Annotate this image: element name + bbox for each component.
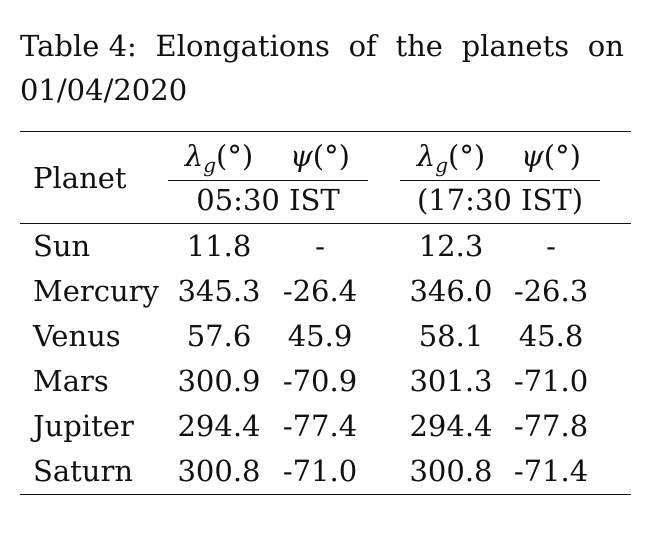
caption-word: the: [395, 29, 443, 63]
lambda-g-value-2: 301.3: [409, 364, 493, 398]
lambda-subscript: g: [435, 153, 449, 177]
psi-symbol: ψ: [290, 139, 313, 173]
lambda-unit: (°): [216, 139, 254, 173]
psi-header-2: ψ(°): [521, 139, 581, 173]
psi-value-2: -26.3: [513, 274, 589, 308]
psi-value-2: -: [546, 229, 556, 263]
lambda-subscript: g: [203, 153, 217, 177]
planet-name: Jupiter: [33, 409, 134, 443]
psi-value-1: -77.4: [282, 409, 358, 443]
lambda-g-value-2: 346.0: [409, 274, 493, 308]
lambda-symbol: λ: [184, 139, 204, 173]
table-caption: Table 4: Elongations of the planets on 0…: [20, 24, 624, 112]
psi-value-1: -26.4: [282, 274, 358, 308]
group-2-underline: [400, 180, 600, 181]
psi-value-2: 45.8: [518, 319, 584, 353]
lambda-g-value-1: 300.8: [177, 454, 261, 488]
lambda-g-value-1: 57.6: [186, 319, 252, 353]
psi-unit: (°): [312, 139, 350, 173]
planet-name: Venus: [33, 319, 121, 353]
lambda-symbol: λ: [416, 139, 436, 173]
caption-line-1: Table 4: Elongations of the planets on: [20, 24, 624, 68]
planet-column-header: Planet: [33, 161, 127, 195]
lambda-g-value-1: 300.9: [177, 364, 261, 398]
planet-name: Sun: [33, 229, 91, 263]
lambda-g-header-2: λg(°): [416, 139, 486, 177]
lambda-g-value-2: 58.1: [418, 319, 484, 353]
psi-value-2: -77.8: [513, 409, 589, 443]
psi-header-1: ψ(°): [290, 139, 350, 173]
lambda-g-value-1: 11.8: [186, 229, 252, 263]
caption-line-2: 01/04/2020: [20, 73, 188, 107]
planet-name: Mercury: [33, 274, 159, 308]
caption-word: planets: [461, 29, 570, 63]
lambda-g-value-2: 300.8: [409, 454, 493, 488]
psi-value-2: -71.0: [513, 364, 589, 398]
table-header-rule: [20, 223, 631, 224]
psi-value-2: -71.4: [513, 454, 589, 488]
table-top-rule: [20, 131, 631, 132]
psi-value-1: -: [315, 229, 325, 263]
psi-symbol: ψ: [521, 139, 544, 173]
psi-value-1: 45.9: [287, 319, 353, 353]
time-header-1: 05:30 IST: [196, 183, 340, 217]
planet-name: Mars: [33, 364, 109, 398]
lambda-g-header-1: λg(°): [184, 139, 254, 177]
psi-value-1: -71.0: [282, 454, 358, 488]
lambda-g-value-2: 12.3: [418, 229, 484, 263]
caption-word: on: [587, 29, 624, 63]
lambda-g-value-1: 294.4: [177, 409, 261, 443]
lambda-g-value-2: 294.4: [409, 409, 493, 443]
lambda-g-value-1: 345.3: [177, 274, 261, 308]
caption-word: Elongations: [155, 29, 330, 63]
group-1-underline: [168, 180, 368, 181]
planet-name: Saturn: [33, 454, 134, 488]
caption-word: of: [348, 29, 377, 63]
caption-word: Table 4:: [20, 29, 137, 63]
table-bottom-rule: [20, 494, 631, 495]
psi-value-1: -70.9: [282, 364, 358, 398]
lambda-unit: (°): [448, 139, 486, 173]
time-header-2: (17:30 IST): [416, 183, 584, 217]
psi-unit: (°): [543, 139, 581, 173]
